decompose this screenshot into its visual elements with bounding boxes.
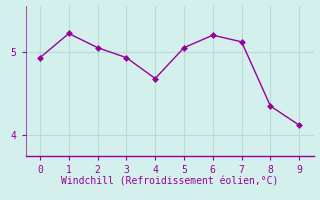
X-axis label: Windchill (Refroidissement éolien,°C): Windchill (Refroidissement éolien,°C): [61, 176, 278, 186]
